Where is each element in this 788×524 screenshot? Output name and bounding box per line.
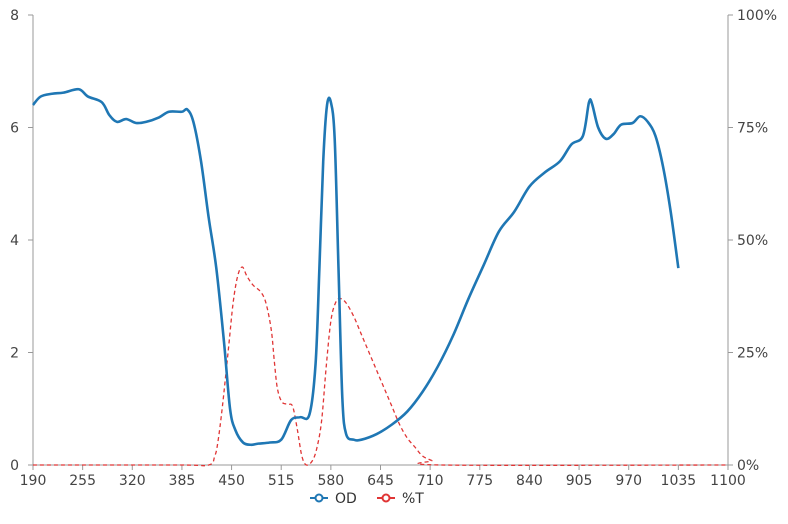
y2-tick-label: 25% <box>737 346 768 362</box>
x-tick-label: 190 <box>20 473 47 489</box>
legend-label: OD <box>335 491 357 507</box>
x-tick-label: 840 <box>516 473 543 489</box>
x-tick-label: 580 <box>317 473 344 489</box>
y2-tick-label: 75% <box>737 121 768 137</box>
legend-marker <box>314 493 324 503</box>
x-tick-label: 1100 <box>710 473 746 489</box>
y-tick-label: 2 <box>10 346 19 362</box>
x-tick-label: 1035 <box>661 473 697 489</box>
x-tick-label: 905 <box>566 473 593 489</box>
x-tick-label: 970 <box>615 473 642 489</box>
y2-tick-label: 50% <box>737 233 768 249</box>
x-tick-label: 450 <box>218 473 245 489</box>
series-layer <box>31 87 729 467</box>
legend-item: OD <box>310 491 357 507</box>
axes: 190 255 320 385 450 515 580 645 710 775 840 905 970 1… <box>10 8 777 489</box>
legend-item: %T <box>377 491 424 507</box>
y2-tick-label: 100% <box>737 8 777 24</box>
y-tick-label: 0 <box>10 458 19 474</box>
x-tick-label: 255 <box>69 473 96 489</box>
legend-label: %T <box>402 491 424 507</box>
legend: OD %T <box>310 491 424 507</box>
x-tick-label: 710 <box>417 473 444 489</box>
x-tick-label: 385 <box>169 473 196 489</box>
legend-marker <box>381 493 391 503</box>
x-tick-label: 775 <box>466 473 493 489</box>
series-line-od <box>31 87 680 447</box>
y-tick-label: 6 <box>10 121 19 137</box>
x-tick-label: 320 <box>119 473 146 489</box>
x-tick-label: 515 <box>268 473 295 489</box>
x-tick-label: 645 <box>367 473 394 489</box>
y-tick-label: 8 <box>10 8 19 24</box>
y-tick-label: 4 <box>10 233 19 249</box>
y2-tick-label: 0% <box>737 458 759 474</box>
series-line-transmission <box>33 266 729 467</box>
